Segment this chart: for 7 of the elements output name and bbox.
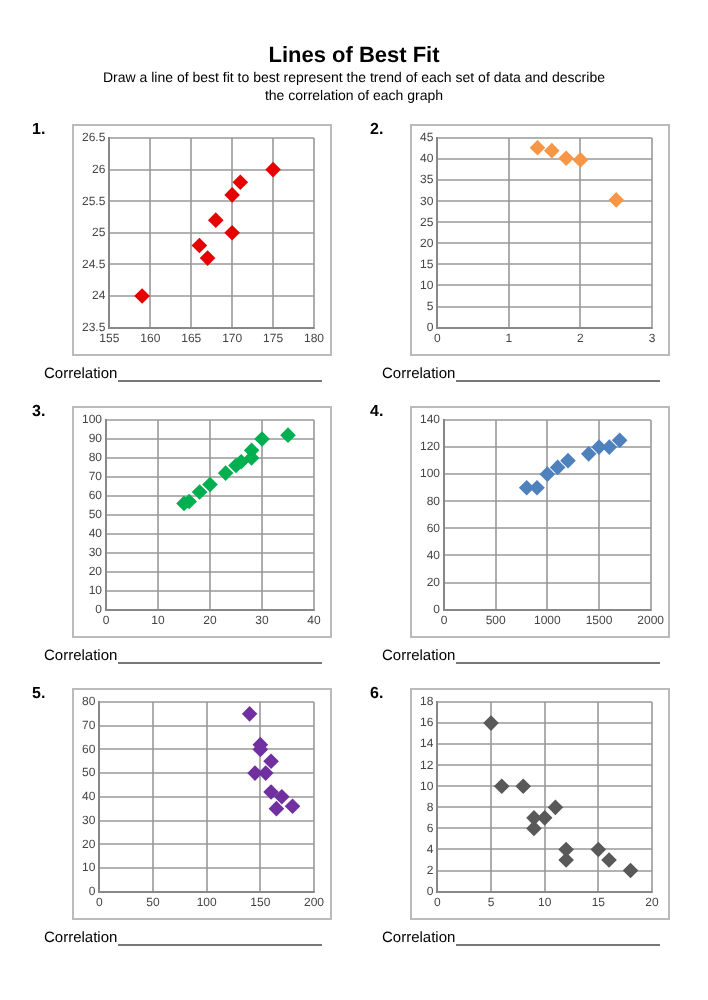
text: 5. — [32, 684, 46, 702]
text: 1. — [32, 120, 46, 138]
text: 6. — [370, 684, 384, 702]
chart-title: Lines of Best Fit — [266, 42, 442, 68]
text: 2. — [370, 120, 384, 138]
text: 3. — [32, 402, 46, 420]
text: 4. — [370, 402, 384, 420]
